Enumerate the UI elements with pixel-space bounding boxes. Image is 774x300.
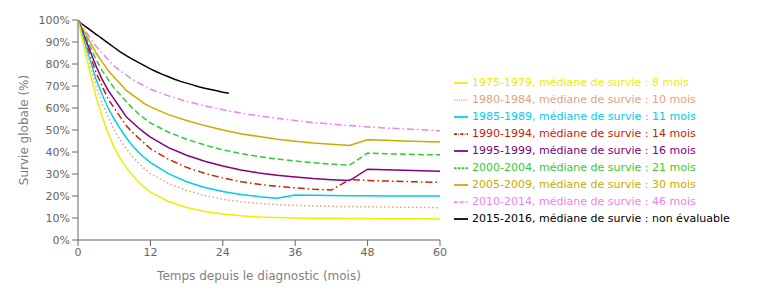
html-text:2005-2009, médiane de survie :: 2005-2009, médiane de survie : 30 mois <box>472 177 696 191</box>
svg-text:0: 0 <box>75 246 82 259</box>
svg-text:0%: 0% <box>53 234 70 247</box>
svg-text:24: 24 <box>216 246 230 259</box>
svg-text:60: 60 <box>433 246 447 259</box>
html-text:1980-1984, médiane de survie :: 1980-1984, médiane de survie : 10 mois <box>472 92 696 106</box>
svg-text:60%: 60% <box>46 102 70 115</box>
html-text:1995-1999, médiane de survie :: 1995-1999, médiane de survie : 16 mois <box>472 143 696 157</box>
html-text:1975-1979, médiane de survie :: 1975-1979, médiane de survie : 8 mois <box>472 75 689 89</box>
svg-text:12: 12 <box>143 246 157 259</box>
svg-text:10%: 10% <box>46 212 70 225</box>
svg-text:36: 36 <box>288 246 302 259</box>
svg-text:70%: 70% <box>46 80 70 93</box>
svg-text:48: 48 <box>361 246 375 259</box>
svg-text:30%: 30% <box>46 168 70 181</box>
svg-text:Temps depuis le diagnostic (mo: Temps depuis le diagnostic (mois) <box>156 269 361 283</box>
svg-text:50%: 50% <box>46 124 70 137</box>
svg-text:100%: 100% <box>39 14 70 27</box>
svg-text:80%: 80% <box>46 58 70 71</box>
svg-text:20%: 20% <box>46 190 70 203</box>
html-text:1990-1994, médiane de survie :: 1990-1994, médiane de survie : 14 mois <box>472 126 696 140</box>
html-text:2000-2004, médiane de survie :: 2000-2004, médiane de survie : 21 mois <box>472 160 696 174</box>
svg-text:40%: 40% <box>46 146 70 159</box>
svg-text:90%: 90% <box>46 36 70 49</box>
html-text:2010-2014, médiane de survie :: 2010-2014, médiane de survie : 46 mois <box>472 194 696 208</box>
html-text:1985-1989, médiane de survie :: 1985-1989, médiane de survie : 11 mois <box>472 109 696 123</box>
html-text:2015-2016, médiane de survie :: 2015-2016, médiane de survie : non évalu… <box>472 211 730 225</box>
svg-text:Survie globale (%): Survie globale (%) <box>17 75 31 185</box>
